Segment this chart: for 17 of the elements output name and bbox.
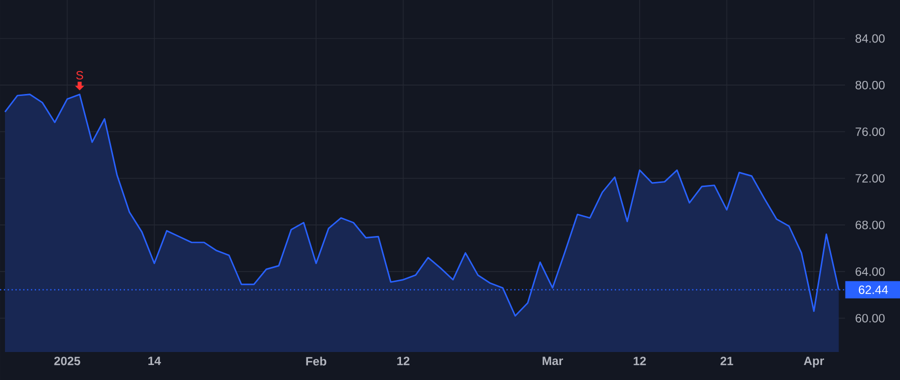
annotation: S <box>76 70 84 80</box>
x-tick-label: Feb <box>306 356 326 366</box>
x-tick-label: 14 <box>148 356 161 365</box>
y-tick-label: 80.00 <box>856 80 885 90</box>
y-tick-label: 76.00 <box>856 127 885 136</box>
x-tick-label: Mar <box>542 356 564 366</box>
x-tick-label: 12 <box>397 356 410 366</box>
y-tick-label: 72.00 <box>856 174 885 183</box>
x-tick-label: 21 <box>720 356 734 366</box>
y-tick-label: 60.00 <box>856 314 885 322</box>
ref-line-label: 62.44 <box>858 286 888 294</box>
y-tick-label: 84.00 <box>856 34 885 43</box>
y-tick-label: 68.00 <box>856 220 885 230</box>
y-tick-label: 64.00 <box>856 267 885 276</box>
x-tick-label: 12 <box>634 356 646 366</box>
x-tick-label: Apr <box>804 356 824 368</box>
x-tick-label: 2025 <box>54 356 80 366</box>
